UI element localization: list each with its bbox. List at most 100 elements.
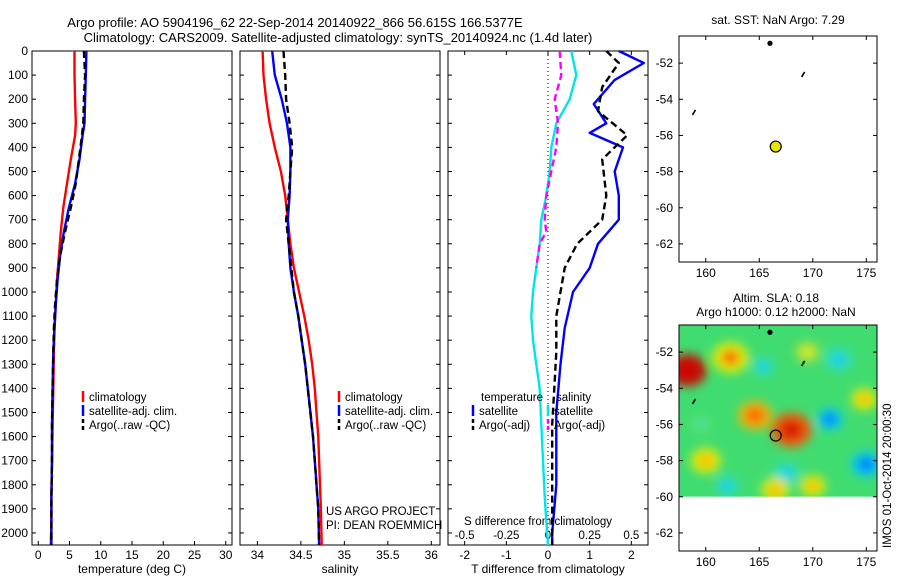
difference-legend-item-label: Argo(-adj) [554,420,605,432]
salinity-legend-item-label: climatology [345,392,403,404]
sla-anomaly-core [768,483,783,496]
sla-anomaly-core [721,349,740,366]
sst-map-panel: 160 165 170 175 -62 -60 -58 -56 -54 -52 sat. SST: … [656,13,878,280]
pi-annotation: PI: DEAN ROEMMICH [326,520,442,532]
temperature-ytick-label: 1500 [1,405,28,419]
map-sla-xtick-label: 165 [749,555,769,569]
difference-series-3 [535,50,563,269]
temperature-ytick-label: 900 [8,261,28,275]
map-sla-ytick-label: -60 [656,490,674,504]
map-sst-xtick-label: 160 [696,266,716,280]
map-sst-xtick-label: 175 [856,266,876,280]
salinity-axes-frame [239,50,441,546]
difference-xtick-label: -1 [501,548,512,562]
map-sla-xtick-label: 175 [856,555,876,569]
difference-s-tick-label: -0.25 [493,530,519,542]
difference-s-tick-label: -0.5 [455,530,475,542]
map-sst-ytick-label: -62 [656,237,674,251]
temperature-xtick-label: 10 [94,548,108,562]
sla-anomaly-core [831,353,846,366]
difference-legend-title: salinity [556,392,591,404]
difference-legend-item-label: satellite [554,406,593,418]
salinity-xtick-label: 35 [338,548,352,562]
temperature-xtick-label: 30 [219,548,233,562]
salinity-legend-item-label: satellite-adj. clim. [345,406,433,418]
map-sla-ytick-label: -58 [656,454,674,468]
sla-anomaly-core [857,393,871,405]
temperature-xtick-label: 15 [125,548,139,562]
map-sst-ytick-label: -54 [656,92,674,106]
temperature-ytick-label: 1900 [1,502,28,516]
map-sst-title: sat. SST: NaN Argo: 7.29 [711,13,845,27]
temperature-ytick-label: 100 [8,68,28,82]
temperature-ytick-label: 1100 [2,309,28,323]
sla-anomaly-core [781,421,802,439]
difference-legend-title: temperature [481,392,543,404]
map-sla-ytick-label: -56 [656,417,674,431]
difference-s-xlabel: S difference from climatology [464,516,612,528]
temperature-ytick-label: 1200 [1,333,28,347]
map-sla-xtick-label: 170 [803,555,823,569]
map-sst-xtick-label: 165 [749,266,769,280]
map-sla-axes-frame [678,324,878,552]
salinity-series-0 [261,50,323,546]
sla-anomaly-core [806,480,820,492]
salinity-xlabel: salinity [322,562,359,576]
map-sla-float-dot [767,329,773,335]
temperature-ytick-label: 800 [8,237,28,251]
temperature-ytick-label: 700 [8,213,28,227]
figure-title-line1: Argo profile: AO 5904196_62 22-Sep-2014 … [67,15,523,30]
difference-s-tick-label: 0.5 [623,530,639,542]
temperature-ytick-label: 300 [8,116,28,130]
map-sst-ytick-label: -58 [656,165,674,179]
difference-series-2 [530,50,578,546]
difference-xtick-label: 2 [628,548,635,562]
temperature-ytick-label: 1000 [1,285,28,299]
sla-anomaly-core [823,413,837,425]
difference-xtick-label: -2 [459,548,470,562]
difference-series-1 [551,50,629,545]
salinity-legend-item-label: Argo(..raw -QC) [345,420,426,432]
temperature-ytick-label: 1300 [1,357,28,371]
difference-xlabel: T difference from climatology [471,562,625,576]
map-sla-float-mark [800,360,806,367]
map-sla-title-line1: Altim. SLA: 0.18 [733,291,819,305]
map-sst-ytick-label: -52 [656,56,674,70]
map-sla-ytick-label: -54 [656,381,674,395]
difference-legend-item-label: satellite [479,406,518,418]
salinity-xtick-label: 35.5 [376,548,400,562]
project-annotation: US ARGO PROJECT [326,506,435,518]
map-sst-float-mark [691,109,697,116]
map-sla-xtick-label: 160 [696,555,716,569]
sla-map-panel: 160 165 170 175 -62 -60 -58 -56 -54 -52 Altim. SLA… [656,291,878,569]
temperature-ytick-label: 1700 [1,454,28,468]
temperature-ytick-label: 1800 [1,478,28,492]
sla-anomaly-core [801,346,814,358]
map-sst-xtick-label: 170 [803,266,823,280]
map-sst-profile-marker [769,140,782,153]
temperature-ytick-label: 400 [8,140,28,154]
sla-anomaly-core [698,454,714,467]
salinity-xtick-label: 36 [425,548,439,562]
imos-timestamp-label: IMOS 01-Oct-2014 20:00:30 [882,404,894,548]
salinity-series-2 [282,50,321,546]
difference-panel: -2 -1 0 1 2-0.5 -0.25 0 0.25 0.5S difference fro… [447,49,649,576]
temperature-legend-item-label: Argo(..raw -QC) [89,420,170,432]
temperature-xtick-label: 0 [35,548,42,562]
map-sst-axes-frame [678,35,878,263]
temperature-ytick-label: 500 [8,164,28,178]
salinity-panel: 34 34.5 35 35.5 36 salinity climatology satelli… [239,50,442,576]
difference-xtick-label: 0 [545,548,552,562]
map-sst-ytick-label: -60 [656,201,674,215]
difference-legend-item-label: Argo(-adj) [479,420,530,432]
temperature-ytick-label: 200 [8,92,28,106]
map-sla-profile-marker [769,429,782,442]
map-sla-title-line2: Argo h1000: 0.12 h2000: NaN [696,305,855,319]
temperature-legend-item-label: climatology [89,392,147,404]
difference-axes-frame [447,50,649,546]
difference-s-tick-label: 0.25 [578,530,600,542]
temperature-series-1 [50,50,88,545]
map-sst-ytick-label: -56 [656,128,674,142]
salinity-xtick-label: 34.5 [289,548,313,562]
temperature-ytick-label: 0 [21,44,28,58]
